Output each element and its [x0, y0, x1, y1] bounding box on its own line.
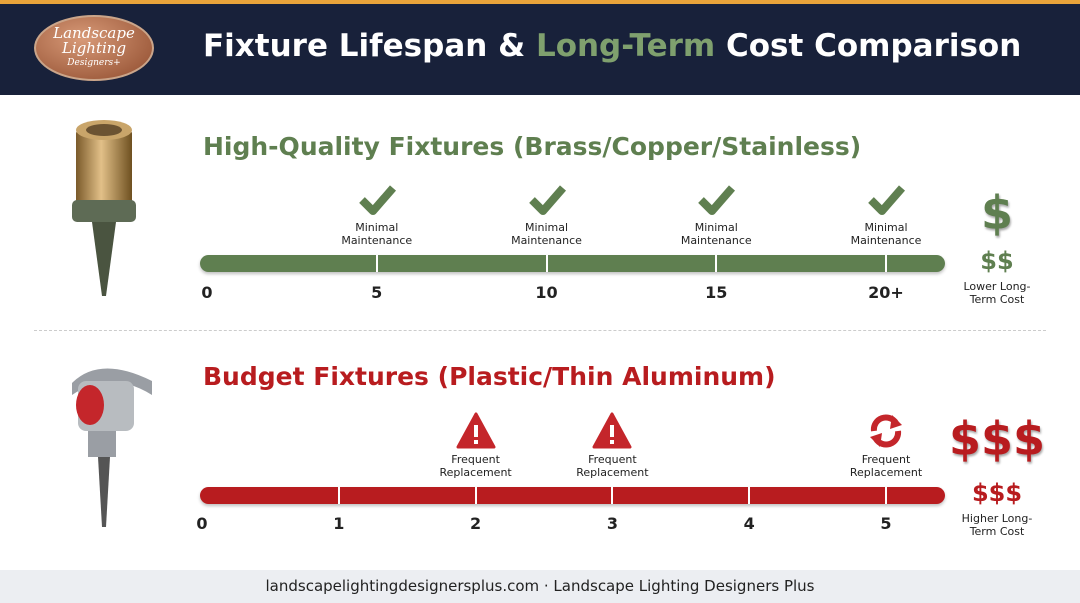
timeline-tick — [611, 487, 614, 504]
header — [0, 4, 1080, 95]
cost-label: Higher Long-Term Cost — [961, 512, 1033, 538]
title-text: Fixture Lifespan & — [203, 28, 536, 64]
refresh-icon — [870, 414, 902, 448]
warning-icon — [456, 412, 496, 449]
budget-fixture — [72, 368, 152, 527]
tick-label: 0 — [201, 283, 213, 302]
check-icon — [528, 185, 566, 215]
tick-label: 3 — [606, 514, 618, 533]
footer: landscapelightingdesignersplus.com · Lan… — [0, 570, 1080, 603]
tick-label: 2 — [470, 514, 482, 533]
logo-text: Lighting — [61, 39, 127, 57]
logo: Landscape Lighting Designers+ — [34, 15, 154, 81]
check-icon — [698, 185, 736, 215]
page-title: Fixture Lifespan & Long-Term Cost Compar… — [203, 28, 1021, 64]
tick-label: 5 — [880, 514, 892, 533]
cost-symbol-small: $$$ — [971, 479, 1023, 507]
milestone-note: Minimal Maintenance — [850, 221, 922, 247]
timeline-tick — [474, 487, 477, 504]
cost-label: Lower Long-Term Cost — [963, 280, 1031, 306]
timeline-tick — [545, 255, 548, 272]
check-icon — [868, 185, 906, 215]
milestone-note: Minimal Maintenance — [680, 221, 752, 247]
logo-text: Landscape — [53, 24, 135, 42]
timeline-tick — [885, 255, 887, 272]
tick-label: 15 — [705, 283, 728, 302]
section-title: Budget Fixtures (Plastic/Thin Aluminum) — [203, 362, 776, 391]
timeline-bar — [200, 487, 945, 504]
milestone-note: Frequent Replacement — [576, 453, 649, 479]
timeline-tick — [375, 255, 378, 272]
timeline-tick — [885, 487, 887, 504]
tick-label: 5 — [371, 283, 383, 302]
section-title: High-Quality Fixtures (Brass/Copper/Stai… — [203, 132, 862, 161]
milestone-note: Minimal Maintenance — [511, 221, 582, 247]
cost-symbol-small: $$ — [980, 247, 1014, 275]
tick-label: 4 — [743, 514, 755, 533]
milestone-note: Frequent Replacement — [439, 453, 512, 479]
milestone-note: Minimal Maintenance — [341, 221, 413, 247]
check-icon — [358, 185, 396, 215]
title-highlight: Long-Term — [535, 28, 716, 64]
cost-symbol: $ — [980, 186, 1013, 240]
logo-text: Designers+ — [67, 58, 121, 68]
timeline-bar — [200, 255, 945, 272]
cost-symbol: $$$ — [948, 412, 1046, 466]
timeline-tick — [748, 487, 751, 504]
tick-label: 10 — [535, 283, 558, 302]
tick-label: 0 — [196, 514, 208, 533]
accent-line — [0, 0, 1080, 4]
timeline-tick — [715, 255, 718, 272]
title-text: Cost Comparison — [715, 28, 1022, 64]
tick-label: 1 — [333, 514, 345, 533]
timeline-tick — [337, 487, 340, 504]
tick-label: 20+ — [868, 283, 904, 302]
warning-icon — [592, 412, 632, 449]
divider — [34, 330, 1046, 331]
brass-fixture — [72, 120, 136, 296]
milestone-note: Frequent Replacement — [849, 453, 923, 479]
